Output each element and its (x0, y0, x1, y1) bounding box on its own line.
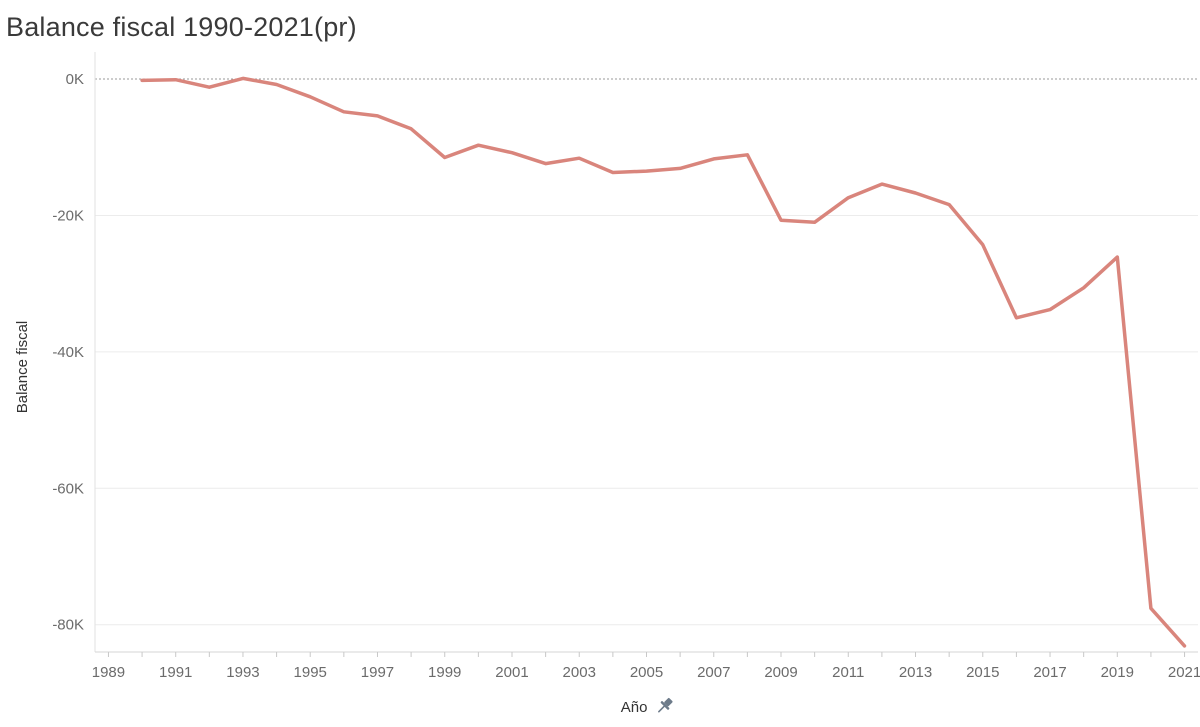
x-tick-label: 2017 (1033, 664, 1066, 681)
x-tick-label: 2013 (899, 664, 932, 681)
x-tick-label: 1997 (361, 664, 394, 681)
pin-icon[interactable] (655, 696, 675, 716)
x-tick-label: 1993 (226, 664, 259, 681)
x-tick-label: 2005 (630, 664, 663, 681)
x-tick-label: 2015 (966, 664, 999, 681)
y-tick-label: -80K (52, 617, 84, 634)
x-tick-label: 2021 (1168, 664, 1200, 681)
y-tick-label: 0K (66, 71, 84, 88)
x-tick-label: 2003 (563, 664, 596, 681)
x-tick-label: 1995 (294, 664, 327, 681)
x-tick-label: 2011 (832, 664, 864, 681)
y-tick-label: -40K (52, 344, 84, 361)
x-tick-label: 2001 (495, 664, 528, 681)
x-tick-label: 1999 (428, 664, 461, 681)
y-tick-label: -20K (52, 207, 84, 224)
x-tick-label: 2009 (764, 664, 797, 681)
x-tick-label: 1989 (92, 664, 125, 681)
series-line (140, 76, 1187, 648)
x-axis-title: Año (621, 699, 648, 716)
y-tick-label: -60K (52, 480, 84, 497)
x-tick-label: 2007 (697, 664, 730, 681)
chart-title: Balance fiscal 1990-2021(pr) (6, 12, 357, 42)
y-axis-title: Balance fiscal (14, 321, 31, 414)
x-tick-label: 1991 (159, 664, 192, 681)
x-tick-label: 2019 (1101, 664, 1134, 681)
